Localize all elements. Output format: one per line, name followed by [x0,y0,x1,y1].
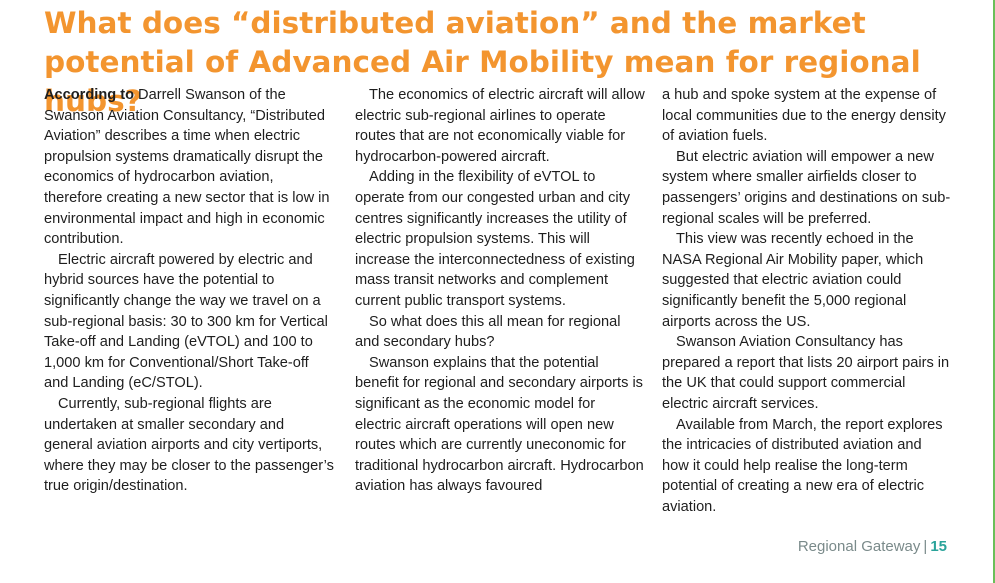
publication-name: Regional Gateway [797,538,921,555]
article-paragraph: Currently, sub-regional flights are unde… [44,395,334,495]
article-headline: What does “distributed aviation” and the… [44,6,921,118]
article-paragraph: But electric aviation will empower a new… [662,148,951,227]
article-paragraph: a hub and spoke system at the expense of… [662,87,946,145]
page-footer: Regional Gateway | 15 [798,538,947,555]
article-paragraph: This view was recently echoed in the NAS… [662,231,924,330]
paragraph-text: Darrell Swanson of the Swanson Aviation … [44,87,330,248]
article-column-3: a hub and spoke system at the expense of… [662,85,952,517]
article-paragraph: The economics of electric aircraft will … [355,87,645,165]
page-number: 15 [930,538,947,555]
article-column-1: According to Darrell Swanson of the Swan… [44,85,334,497]
article-paragraph: Swanson explains that the potential bene… [355,354,644,495]
edge-accent-rule [993,0,995,583]
article-paragraph: Swanson Aviation Consultancy has prepare… [662,334,950,412]
article-paragraph: So what does this all mean for regional … [355,313,621,351]
article-paragraph: Available from March, the report explore… [662,416,943,515]
article-column-2: The economics of electric aircraft will … [355,85,645,497]
lead-in: According to [44,87,134,103]
article-paragraph: According to Darrell Swanson of the Swan… [44,85,334,250]
footer-separator: | [923,538,928,555]
article-paragraph: Adding in the flexibility of eVTOL to op… [355,169,635,309]
article-paragraph: Electric aircraft powered by electric an… [44,251,328,392]
